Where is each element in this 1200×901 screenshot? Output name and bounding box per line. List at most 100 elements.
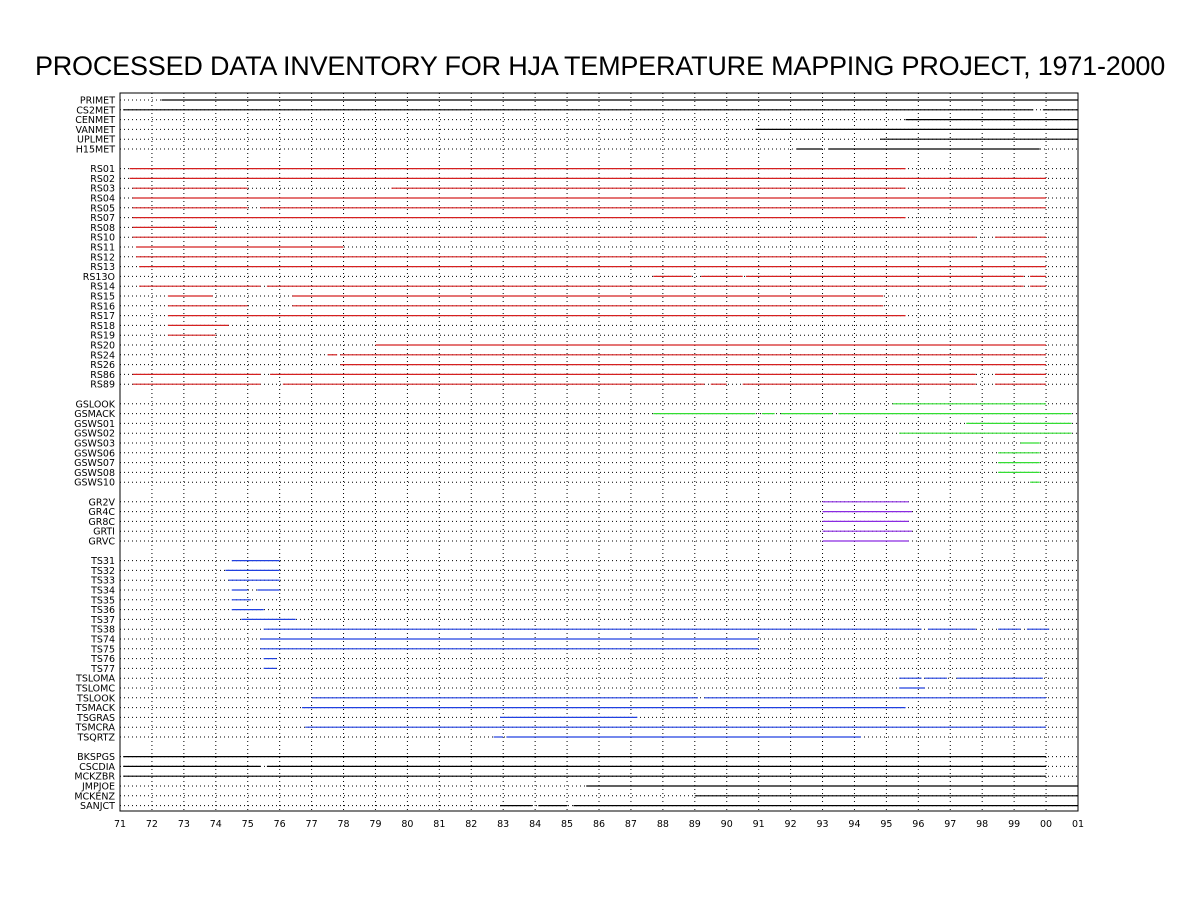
station-label: TSMACK: [75, 703, 116, 714]
grid: [119, 93, 1079, 811]
x-tick-label: 71: [114, 819, 126, 830]
station-label: RS03: [90, 184, 115, 195]
station-label: RS13O: [83, 272, 115, 283]
station-label: TS75: [90, 644, 115, 655]
station-label: RS18: [90, 321, 115, 332]
x-tick-label: 76: [274, 819, 286, 830]
x-tick-label: 81: [433, 819, 445, 830]
station-label: GRTI: [93, 527, 115, 538]
station-label: JMPJOE: [81, 782, 115, 793]
plot-frame: [119, 92, 1079, 812]
station-label: GSWS03: [74, 439, 115, 450]
station-label: RS26: [90, 360, 115, 371]
station-label: CSCDIA: [79, 762, 115, 773]
station-label: PRIMET: [80, 96, 115, 107]
station-label: MCKZBR: [74, 772, 115, 783]
station-label: RS05: [90, 203, 115, 214]
station-label: UPLMET: [77, 135, 115, 146]
x-tick-label: 94: [848, 819, 860, 830]
station-label: GSWS08: [74, 468, 115, 479]
station-label: TSQRTZ: [76, 733, 115, 744]
x-tick-label: 96: [912, 819, 924, 830]
station-label: GR8C: [88, 517, 115, 528]
station-label: CS2MET: [76, 105, 115, 116]
station-label: VANMET: [76, 125, 116, 136]
x-tick-label: 75: [242, 819, 254, 830]
station-label: CENMET: [75, 115, 115, 126]
x-tick-label: 80: [401, 819, 413, 830]
x-tick-label: 79: [369, 819, 381, 830]
station-label: RS08: [90, 223, 115, 234]
station-label: BKSPGS: [77, 752, 115, 763]
x-tick-label: 91: [753, 819, 765, 830]
station-label: SANJCT: [80, 801, 115, 812]
x-tick-label: 00: [1040, 819, 1052, 830]
x-tick-label: 92: [785, 819, 797, 830]
station-label: RS02: [90, 174, 115, 185]
station-label: GR2V: [88, 497, 115, 508]
station-label: TS35: [90, 595, 115, 606]
station-label: GSWS06: [74, 448, 115, 459]
station-label: RS07: [90, 213, 115, 224]
station-label: RS24: [90, 350, 115, 361]
station-label: GSWS02: [74, 429, 115, 440]
station-label: GR4C: [88, 507, 115, 518]
station-label: TS31: [90, 556, 115, 567]
chart-title: PROCESSED DATA INVENTORY FOR HJA TEMPERA…: [34, 51, 1166, 81]
station-label: RS15: [90, 292, 115, 303]
station-label: RS11: [90, 243, 115, 254]
x-tick-label: 72: [146, 819, 158, 830]
x-tick-label: 90: [721, 819, 733, 830]
station-label: TSLOMC: [75, 684, 115, 695]
x-tick-labels: 71 72 73 74 75 76 77 78 79 80 81 82 83 84 85 86 87 88 89 90…: [114, 819, 1084, 830]
x-tick-label: 87: [625, 819, 637, 830]
station-label: RS86: [90, 370, 115, 381]
station-label: RS19: [90, 331, 115, 342]
station-label: RS89: [90, 380, 115, 391]
station-label: TS37: [90, 615, 115, 626]
x-tick-label: 82: [465, 819, 477, 830]
station-label: TS33: [90, 576, 115, 587]
station-label: RS04: [90, 194, 115, 205]
x-tick-label: 73: [178, 819, 190, 830]
station-label: RS14: [90, 282, 115, 293]
x-tick-label: 74: [210, 819, 222, 830]
station-label: RS13: [90, 262, 115, 273]
station-label: GSLOOK: [75, 399, 115, 410]
station-label: H15MET: [76, 145, 115, 156]
station-label: TS77: [90, 664, 115, 675]
x-tick-label: 85: [561, 819, 573, 830]
x-tick-label: 78: [337, 819, 349, 830]
x-tick-label: 98: [976, 819, 988, 830]
x-tick-label: 77: [306, 819, 318, 830]
station-label: RS01: [90, 164, 115, 175]
station-label: TS76: [90, 654, 115, 665]
x-tick-label: 83: [497, 819, 509, 830]
x-tick-label: 88: [657, 819, 669, 830]
x-tick-label: 97: [944, 819, 956, 830]
station-label: GSMACK: [74, 409, 116, 420]
x-tick-label: 86: [593, 819, 605, 830]
x-tick-label: 84: [529, 819, 541, 830]
station-spans: [123, 99, 1078, 807]
station-label: RS12: [90, 252, 115, 263]
station-label: RS16: [90, 301, 115, 312]
station-label: TS38: [90, 625, 115, 636]
station-label: TSLOOK: [76, 693, 116, 704]
station-label: RS17: [90, 311, 115, 322]
station-label: GRVC: [88, 537, 115, 548]
station-label: TS34: [90, 586, 115, 597]
station-label: TS32: [90, 566, 115, 577]
x-tick-label: 93: [816, 819, 828, 830]
station-label: GSWS07: [74, 458, 115, 469]
station-label: TSGRAS: [76, 713, 115, 724]
station-label: GSWS10: [74, 478, 115, 489]
x-tick-label: 99: [1008, 819, 1020, 830]
station-label: MCKENZ: [74, 791, 115, 802]
x-tick-label: 89: [689, 819, 701, 830]
station-label: TS74: [90, 635, 115, 646]
station-label: RS10: [90, 233, 115, 244]
station-label: TSLOMA: [75, 674, 115, 685]
